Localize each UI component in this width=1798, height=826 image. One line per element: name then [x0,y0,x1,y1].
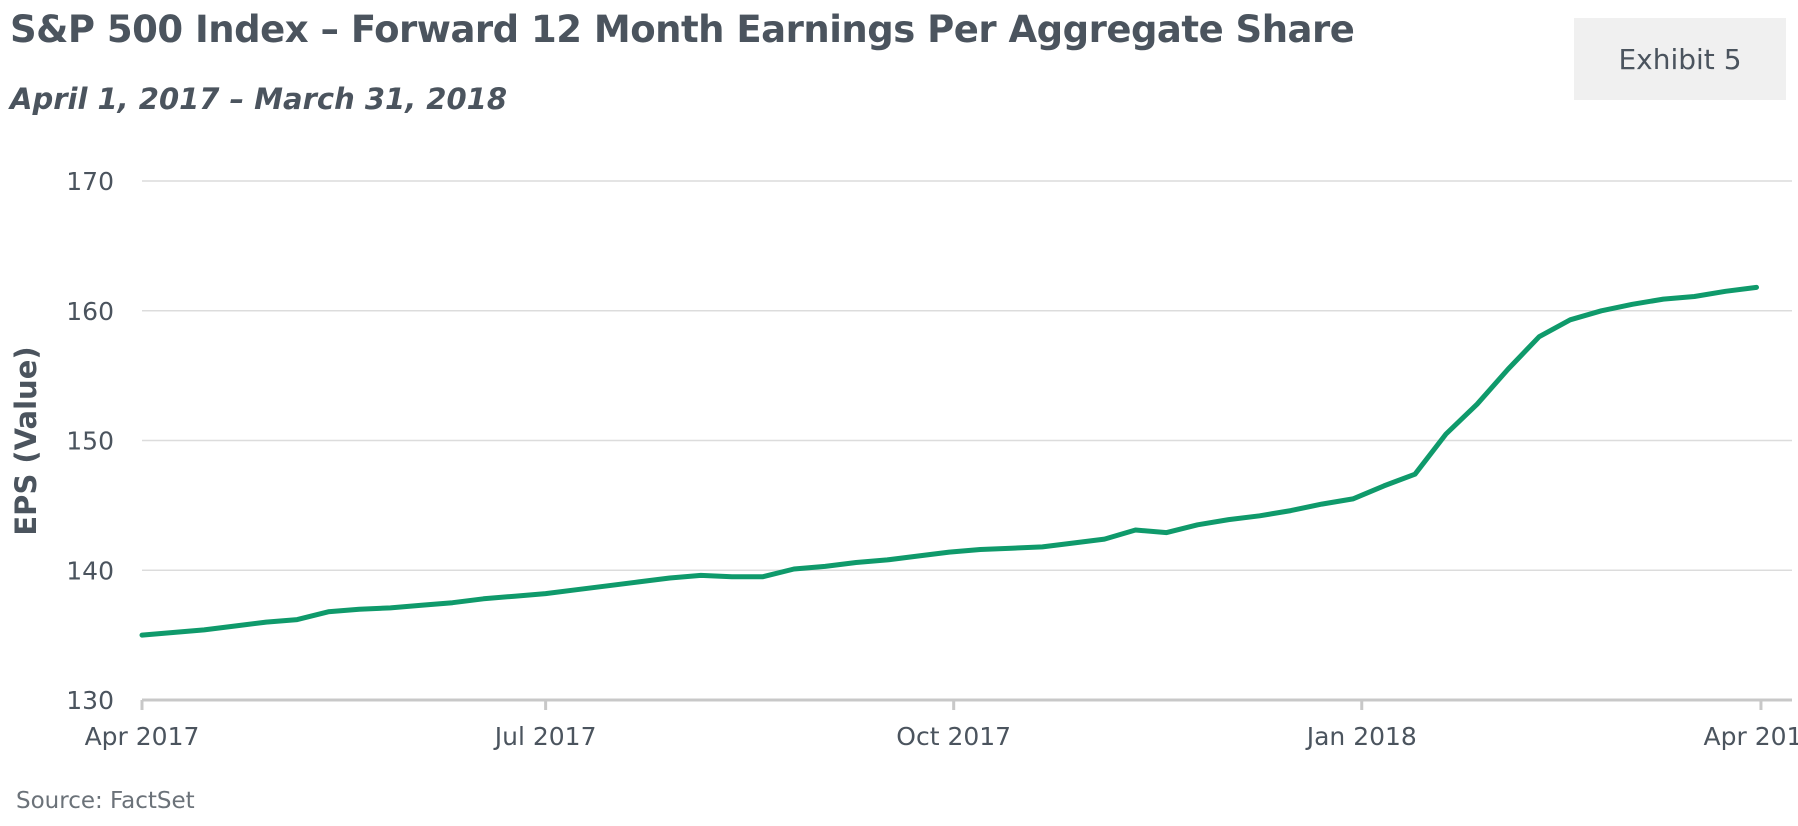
y-tick-label-150: 150 [66,427,114,456]
exhibit-badge: Exhibit 5 [1574,18,1786,100]
x-tick-label-0: Apr 2017 [85,722,200,751]
source-note: Source: FactSet [16,788,195,814]
eps-series-line [139,284,1759,638]
y-tick-label-130: 130 [66,686,114,715]
y-tick-label-160: 160 [66,297,114,326]
chart-subtitle: April 1, 2017 – March 31, 2018 [10,82,508,116]
y-tick-label-140: 140 [66,556,114,585]
x-tick-label-4: Apr 2018 [1704,722,1798,751]
y-tick-label-170: 170 [66,167,114,196]
x-axis-tick-labels: Apr 2017 Jul 2017 Oct 2017 Jan 2018 Apr 2018 [85,722,1798,751]
eps-line-chart: 130 140 150 160 170 Apr 2017 Jul 2017 Oct 2017… [9,167,1798,751]
y-axis-title: EPS (Value) [9,346,43,535]
gridlines [142,180,1792,571]
y-axis-tick-labels: 130 140 150 160 170 [66,167,114,715]
x-tick-label-2: Oct 2017 [896,722,1011,751]
x-tick-label-3: Jan 2018 [1305,722,1417,751]
x-axis [140,698,1792,710]
chart-title: S&P 500 Index – Forward 12 Month Earning… [10,8,1355,51]
x-tick-label-1: Jul 2017 [493,722,597,751]
